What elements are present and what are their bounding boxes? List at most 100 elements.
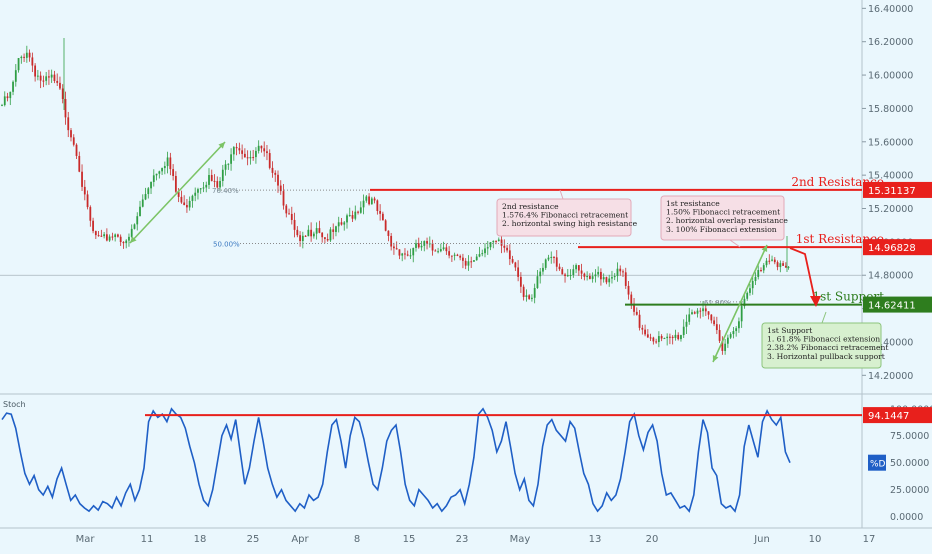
candle-body: [677, 334, 680, 340]
candle-body: [550, 256, 553, 258]
candle-body: [150, 181, 152, 189]
price-tick-label-6: 15.20000: [868, 204, 913, 215]
candle-body: [152, 175, 155, 182]
second-resistance-label: 2nd Resistance: [791, 175, 884, 189]
candle-body: [525, 295, 528, 297]
candle-body: [227, 163, 230, 165]
candle-body: [597, 271, 600, 275]
candle-body: [186, 205, 188, 208]
price-tick-label-4: 15.60000: [868, 137, 913, 148]
candle-body: [219, 181, 221, 188]
first-resistance-price-text: 14.96828: [868, 243, 916, 254]
candle-body: [45, 76, 48, 81]
annotation-first-support-line-2: 2.38.2% Fibonacci retracement: [767, 343, 888, 352]
candle-body: [602, 277, 605, 280]
candle-body: [301, 235, 304, 242]
candle-body: [586, 276, 589, 278]
candle-body: [685, 321, 688, 327]
candle-body: [415, 243, 417, 248]
candle-body: [23, 56, 25, 58]
candle-body: [315, 228, 318, 234]
green-arrow-right-head: [761, 245, 768, 252]
stoch-d-line: [1, 407, 791, 513]
candle-body: [332, 229, 335, 232]
red-projection-arrow: [789, 247, 817, 306]
candle-body: [644, 329, 646, 335]
candle-body: [473, 260, 475, 262]
candle-body: [381, 213, 384, 221]
candle-body: [111, 236, 114, 238]
candle-body: [199, 188, 202, 190]
candle-body: [462, 257, 464, 261]
candle-body: [307, 229, 310, 237]
candle-body: [155, 173, 158, 176]
candle-body: [467, 261, 470, 266]
candle-body: [531, 297, 533, 299]
candle-body: [555, 257, 558, 267]
candle-body: [754, 276, 757, 282]
stoch-tick-label-1: 75.0000: [890, 431, 929, 442]
candle-body: [594, 274, 597, 277]
candle-body: [260, 145, 263, 149]
candle-body: [390, 235, 393, 247]
candle-body: [572, 269, 575, 276]
candle-body: [580, 270, 583, 274]
candle-body: [370, 198, 373, 205]
candle-body: [641, 327, 644, 330]
second-resistance-price-tag: [863, 181, 932, 198]
price-tick-label-2: 16.00000: [868, 71, 913, 82]
candle-body: [9, 91, 12, 99]
candle-body: [210, 175, 213, 181]
time-tick-label-8: May: [510, 534, 531, 545]
candle-body: [453, 254, 456, 256]
candle-body: [221, 169, 224, 182]
candle-body: [279, 185, 282, 192]
candle-body: [180, 196, 183, 203]
candle-body: [28, 52, 31, 58]
candle-body: [172, 169, 175, 176]
time-tick-label-2: 18: [194, 534, 207, 545]
candle-body: [536, 276, 539, 289]
annotation-second-resistance-line-0: 2nd resistance: [502, 202, 559, 211]
price-tick-label-8: 14.80000: [868, 271, 913, 282]
candle-body: [72, 137, 75, 145]
candle-body: [746, 292, 749, 299]
candle-body: [657, 336, 660, 343]
candle-body: [346, 215, 348, 223]
candle-body: [354, 211, 357, 219]
candle-body: [202, 187, 205, 189]
candle-body: [136, 216, 139, 225]
first-support-price-text: 14.62411: [868, 301, 916, 312]
candle-body: [395, 248, 398, 250]
candle-body: [158, 171, 161, 174]
candle-body: [130, 228, 133, 237]
candle-body: [445, 247, 448, 252]
candle-body: [12, 81, 14, 92]
candle-body: [475, 256, 478, 261]
candle-body: [103, 234, 106, 237]
candle-body: [89, 207, 92, 221]
candle-body: [249, 157, 252, 159]
candle-body: [177, 191, 180, 197]
candle-body: [729, 334, 732, 338]
candle-body: [393, 246, 395, 249]
candle-body: [263, 148, 266, 152]
candle-body: [83, 186, 86, 195]
candle-body: [434, 250, 437, 252]
candle-body: [274, 172, 277, 175]
green-arrow-left-head: [218, 142, 225, 149]
candle-body: [486, 247, 489, 249]
candle-body: [558, 266, 561, 270]
candle-body: [420, 245, 423, 248]
time-tick-label-6: 15: [403, 534, 416, 545]
candle-body: [506, 247, 508, 251]
annotation-second-resistance-line-2: 2. horizontal swing high resistance: [502, 219, 638, 228]
candle-body: [348, 215, 351, 217]
candle-body: [500, 239, 503, 246]
price-tick-label-11: 14.20000: [868, 371, 913, 382]
candle-body: [290, 213, 293, 220]
candle-body: [600, 271, 602, 280]
candle-body: [50, 74, 53, 78]
stoch-level-tag: [863, 407, 932, 424]
candle-body: [147, 188, 150, 195]
